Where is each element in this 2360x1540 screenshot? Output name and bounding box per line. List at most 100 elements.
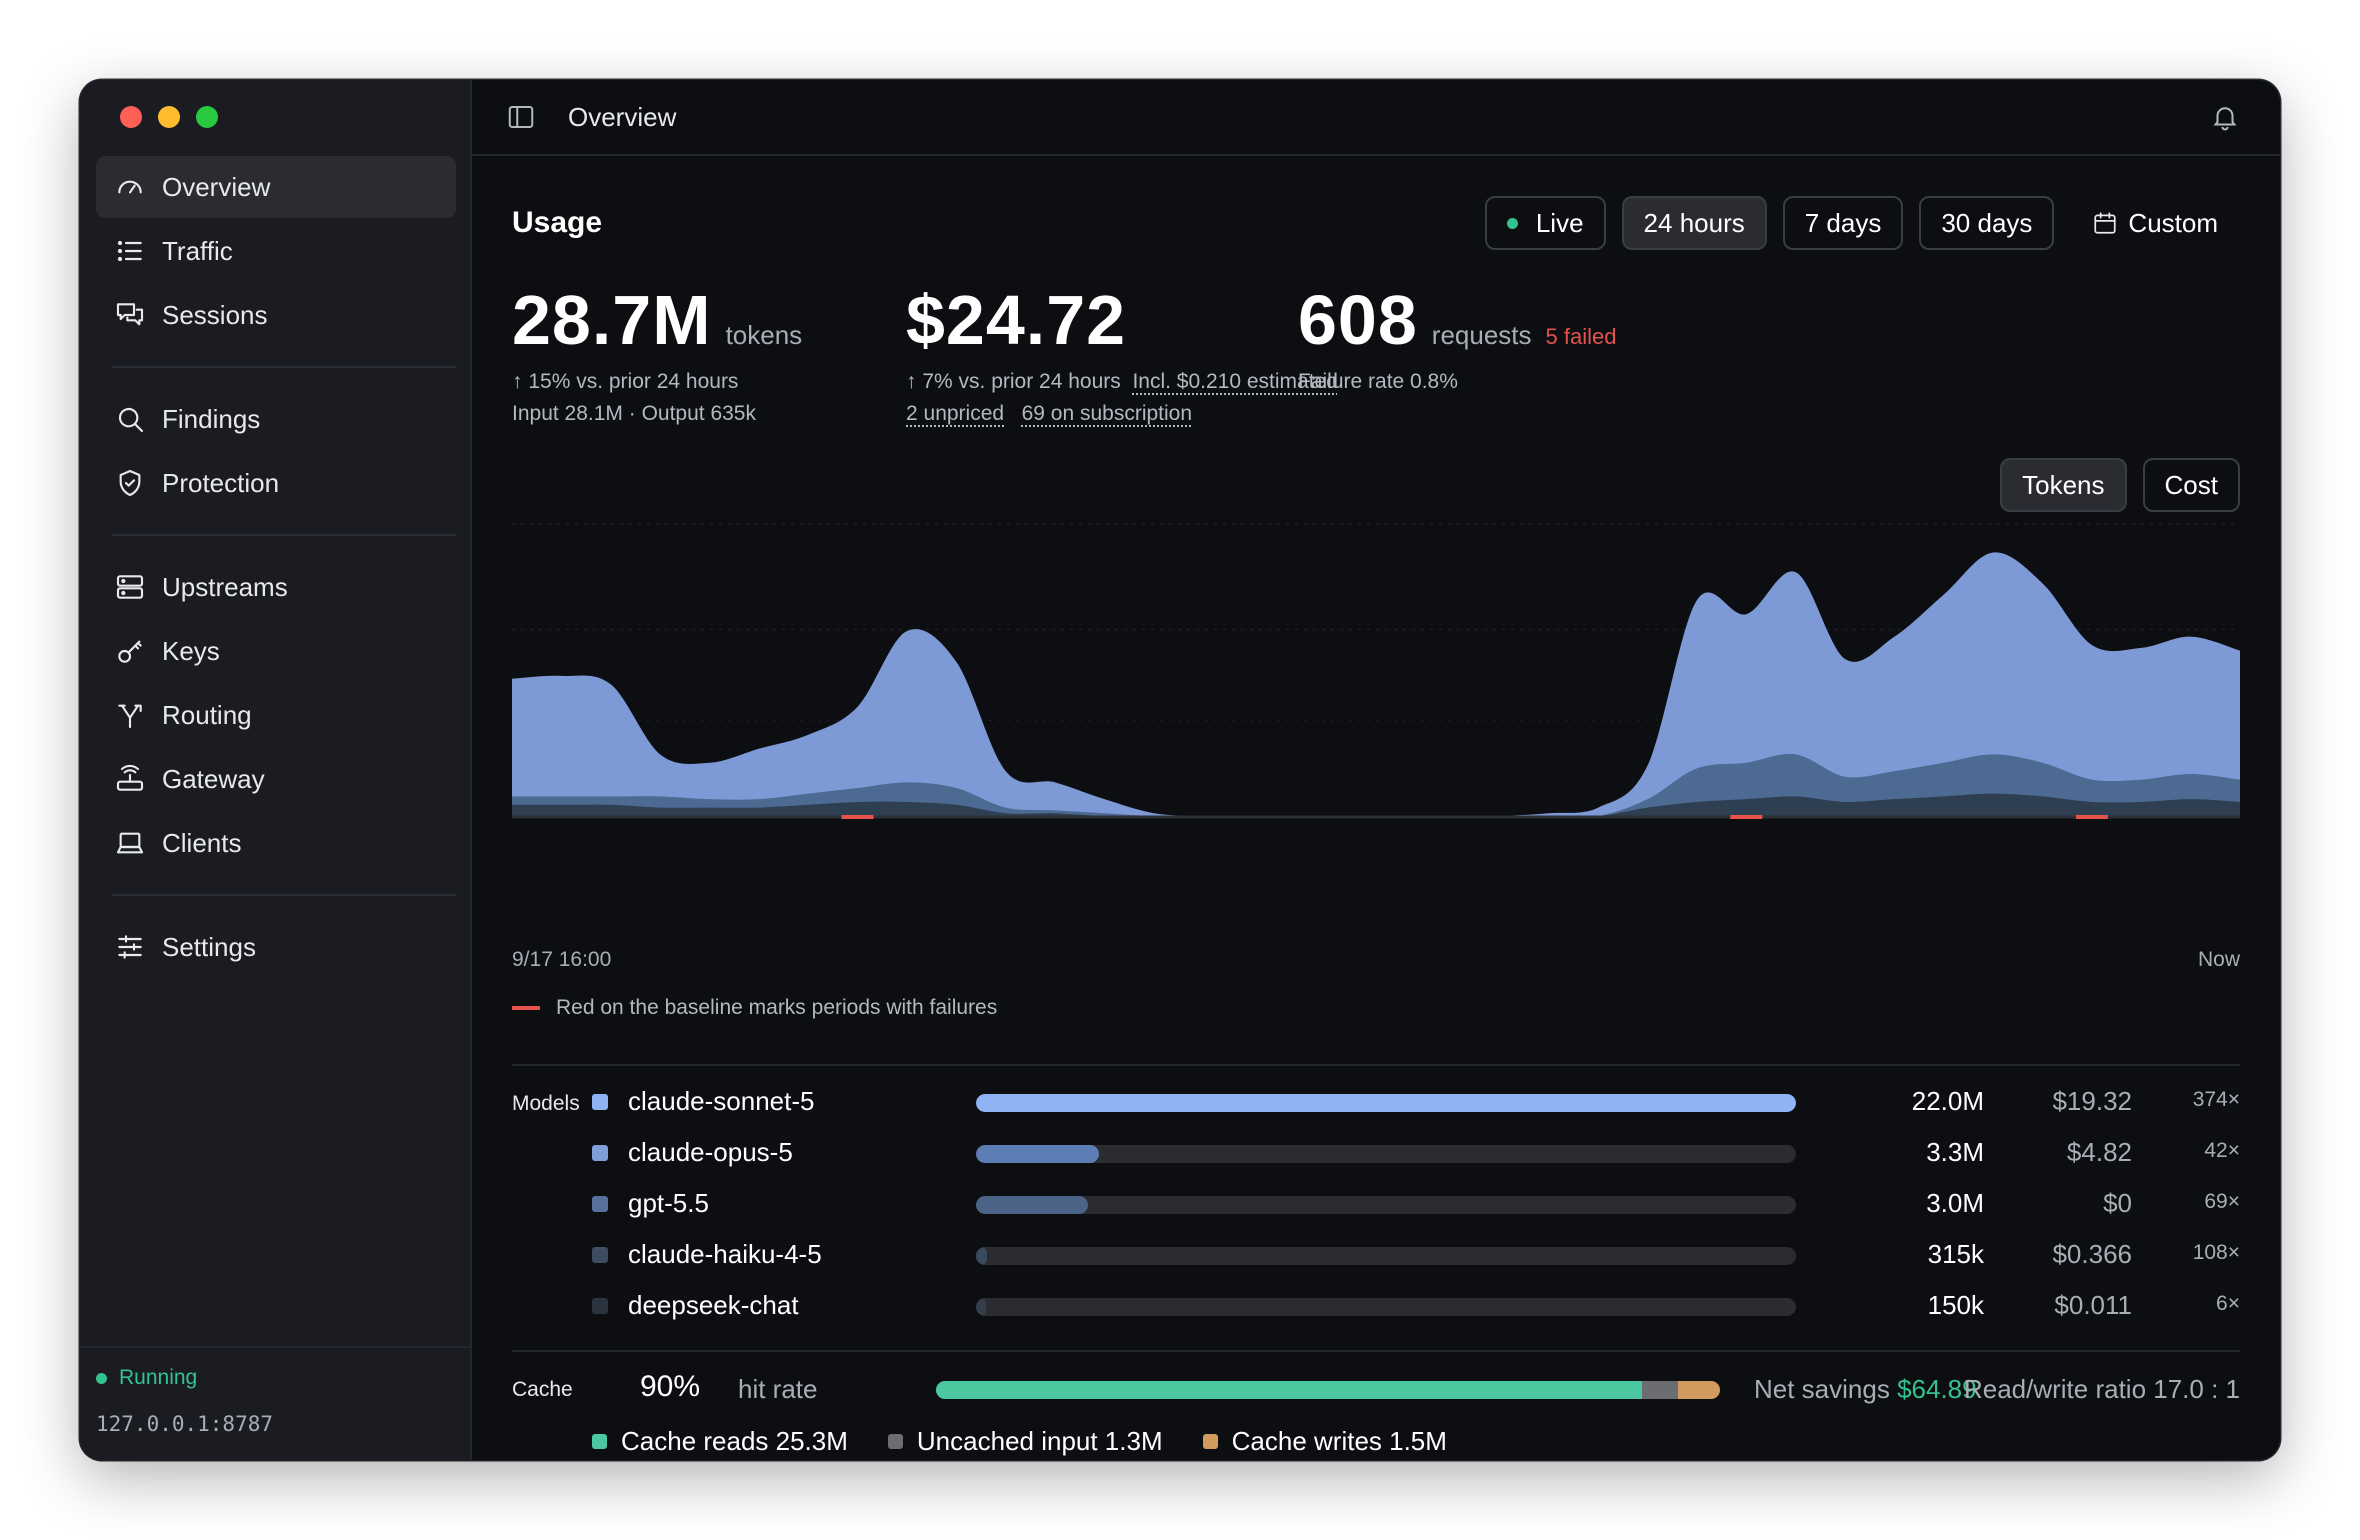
chart-mode-toggle: Tokens Cost (2000, 458, 2240, 512)
failure-marker[interactable] (841, 815, 874, 819)
maximize-window-button[interactable] (196, 106, 218, 128)
model-share-bar (976, 1145, 1099, 1163)
cache-segment (1641, 1381, 1678, 1399)
sidebar-item-overview[interactable]: Overview (96, 156, 456, 218)
tokens-detail: Input 28.1M · Output 635k (512, 402, 756, 425)
usage-heading: Usage (512, 206, 603, 239)
sidebar-item-label: Upstreams (162, 571, 288, 602)
failed-count[interactable]: 5 failed (1545, 324, 1617, 349)
bell-icon[interactable] (2210, 102, 2240, 132)
minimize-window-button[interactable] (158, 106, 180, 128)
tokens-value: 28.7M (512, 281, 712, 359)
sidebar-item-label: Traffic (162, 235, 233, 266)
area-series-3 (512, 793, 2240, 816)
range-live-button[interactable]: Live (1484, 196, 1606, 250)
cost-metric: $24.72 ↑ 7% vs. prior 24 hours Incl. $0.… (906, 280, 1338, 430)
cache-legend-item: Uncached input 1.3M (887, 1426, 1163, 1457)
key-icon (118, 640, 142, 663)
model-requests: 69× (2204, 1190, 2240, 1213)
model-name: claude-opus-5 (628, 1137, 793, 1167)
close-window-button[interactable] (120, 106, 142, 128)
tokens-toggle-button[interactable]: Tokens (2000, 458, 2127, 512)
range-label: Live (1535, 207, 1584, 238)
tokens-unit: tokens (725, 320, 803, 350)
model-row[interactable]: claude-sonnet-5 22.0M $19.32 374× (592, 1084, 2240, 1124)
page-title: Overview (568, 102, 677, 132)
unpriced-link[interactable]: 2 unpriced (906, 402, 1005, 425)
model-share-track (976, 1196, 1796, 1214)
range-30-days-button[interactable]: 30 days (1919, 196, 2055, 250)
time-range-selector: Live 24 hours 7 days 30 days Custom (1484, 196, 2240, 250)
model-share-track (976, 1145, 1796, 1163)
cache-segment (1677, 1381, 1720, 1399)
sidebar-item-label: Keys (162, 635, 220, 666)
sidebar-item-label: Gateway (162, 763, 265, 794)
model-row[interactable]: gpt-5.5 3.0M $0 69× (592, 1186, 2240, 1226)
requests-unit: requests (1431, 320, 1532, 350)
model-tokens: 3.3M (1926, 1137, 1984, 1167)
sidebar-item-traffic[interactable]: Traffic (96, 220, 456, 282)
cache-legend-label: Uncached input 1.3M (916, 1426, 1163, 1456)
cache-breakdown-bar (936, 1381, 1720, 1399)
subscription-link[interactable]: 69 on subscription (1021, 402, 1193, 425)
sidebar-item-findings[interactable]: Findings (96, 388, 456, 450)
failure-marker[interactable] (2075, 815, 2108, 819)
failure-marker[interactable] (1730, 815, 1763, 819)
requests-metric: 608 requests 5 failed Failure rate 0.8% (1298, 280, 1616, 398)
net-savings-label: Net savings (1754, 1374, 1890, 1404)
divider (512, 1064, 2240, 1066)
model-swatch (592, 1196, 608, 1212)
sidebar-toggle-icon[interactable] (506, 102, 536, 132)
live-dot (1506, 217, 1518, 229)
model-requests: 42× (2204, 1139, 2240, 1162)
sidebar-item-routing[interactable]: Routing (96, 684, 456, 746)
sliders-icon (118, 935, 142, 959)
model-requests: 6× (2216, 1292, 2240, 1315)
sidebar-item-upstreams[interactable]: Upstreams (96, 556, 456, 618)
tokens-metric: 28.7M tokens ↑ 15% vs. prior 24 hours Inp… (512, 280, 802, 430)
sidebar-item-label: Routing (162, 699, 252, 730)
estimated-link[interactable]: Incl. $0.210 estimated (1132, 370, 1338, 393)
tokens-change: ↑ 15% vs. prior 24 hours (512, 370, 739, 393)
sidebar-item-protection[interactable]: Protection (96, 452, 456, 514)
routing-icon (118, 704, 142, 729)
failure-legend-text: Red on the baseline marks periods with f… (556, 996, 998, 1019)
model-share-track (976, 1247, 1796, 1265)
sidebar-item-clients[interactable]: Clients (96, 812, 456, 874)
server-icon (116, 575, 144, 599)
cache-legend: Cache reads 25.3M Uncached input 1.3M Cach… (592, 1426, 1447, 1457)
model-name: gpt-5.5 (628, 1188, 709, 1218)
divider (512, 1350, 2240, 1352)
model-share-bar (976, 1196, 1089, 1214)
model-row[interactable]: deepseek-chat 150k $0.011 6× (592, 1288, 2240, 1328)
sidebar-nav: Overview Traffic Sessions Findings Protectio… (96, 156, 456, 980)
model-swatch (592, 1145, 608, 1161)
sidebar-item-sessions[interactable]: Sessions (96, 284, 456, 346)
range-7-days-button[interactable]: 7 days (1782, 196, 1904, 250)
sidebar-item-keys[interactable]: Keys (96, 620, 456, 682)
model-swatch (592, 1298, 608, 1314)
model-requests: 374× (2192, 1088, 2240, 1111)
sidebar-item-label: Clients (162, 827, 242, 858)
model-row[interactable]: claude-opus-5 3.3M $4.82 42× (592, 1135, 2240, 1175)
range-custom-button[interactable]: Custom (2070, 196, 2240, 250)
laptop-icon (116, 832, 144, 854)
sidebar-item-label: Settings (162, 931, 256, 962)
sidebar-separator (112, 366, 456, 368)
server-status: Running (96, 1366, 197, 1390)
model-name: claude-sonnet-5 (628, 1086, 815, 1116)
model-tokens: 3.0M (1926, 1188, 1984, 1218)
range-24-hours-button[interactable]: 24 hours (1621, 196, 1767, 250)
top-bar: Overview (472, 80, 2280, 156)
model-swatch (592, 1094, 608, 1110)
failure-legend-swatch (512, 1006, 540, 1010)
range-label: 30 days (1941, 207, 2033, 238)
sidebar-item-gateway[interactable]: Gateway (96, 748, 456, 810)
range-label: 7 days (1804, 207, 1882, 238)
cost-toggle-button[interactable]: Cost (2142, 458, 2240, 512)
status-dot (96, 1372, 107, 1384)
gauge-icon (118, 180, 142, 194)
model-row[interactable]: claude-haiku-4-5 315k $0.366 108× (592, 1237, 2240, 1277)
model-cost: $0.366 (2052, 1239, 2132, 1269)
sidebar-item-settings[interactable]: Settings (96, 916, 456, 978)
